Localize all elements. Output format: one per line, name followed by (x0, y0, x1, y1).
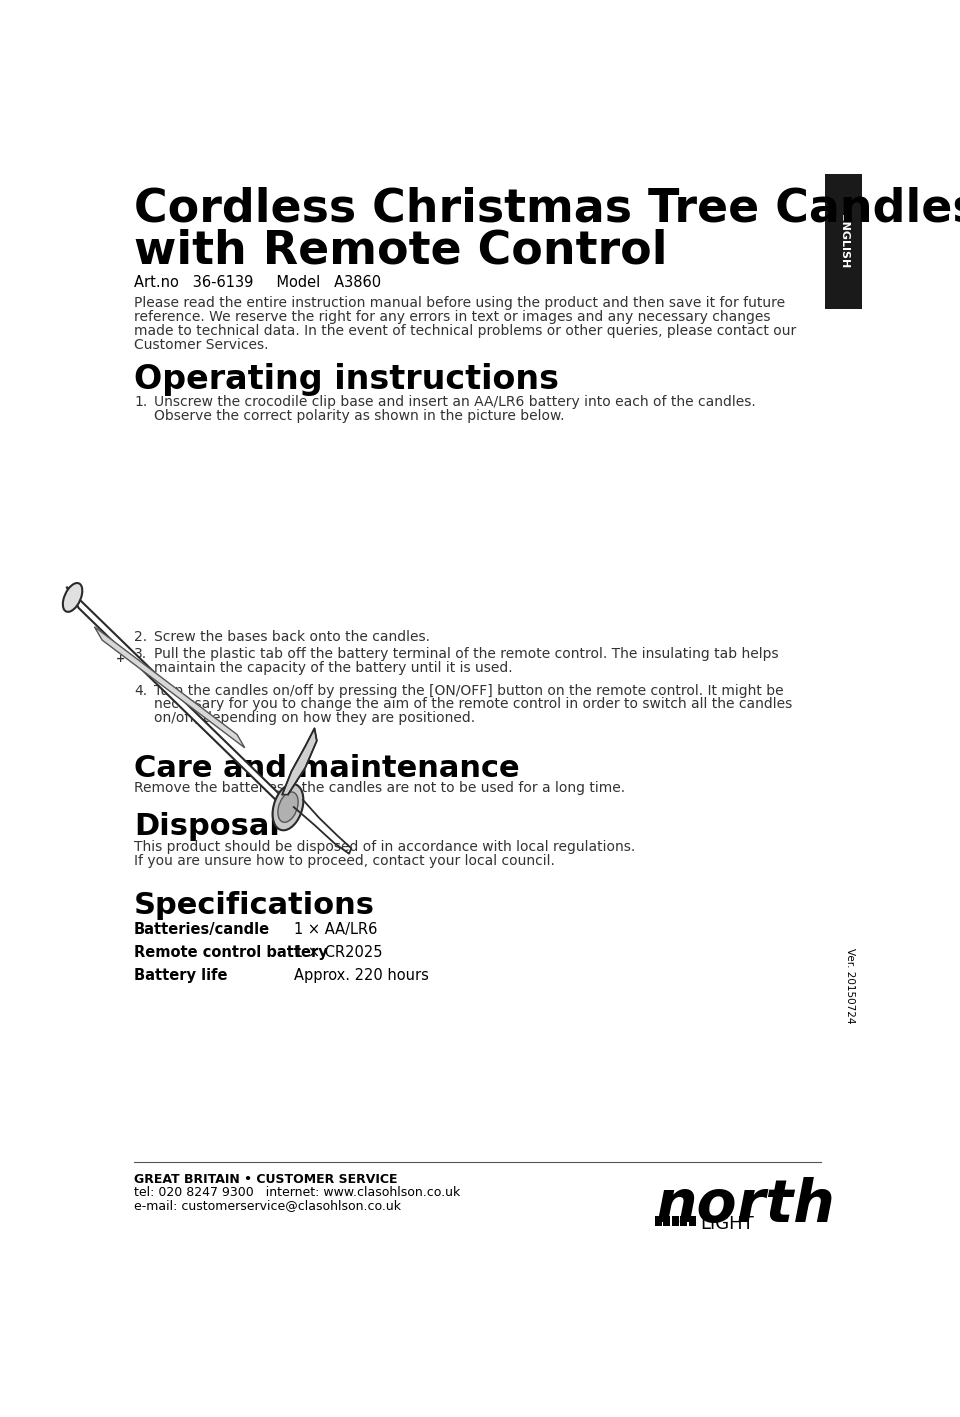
Bar (655, 1216, 661, 1226)
Text: tel: 020 8247 9300   internet: www.clasohlson.co.uk: tel: 020 8247 9300 internet: www.clasohl… (134, 1186, 460, 1199)
Text: necessary for you to change the aim of the remote control in order to switch all: necessary for you to change the aim of t… (155, 697, 792, 711)
Text: 1 × AA/LR6: 1 × AA/LR6 (295, 921, 377, 937)
Text: 2.: 2. (134, 629, 147, 643)
Ellipse shape (273, 784, 303, 830)
Text: north: north (655, 1178, 834, 1234)
Text: Remove the batteries if the candles are not to be used for a long time.: Remove the batteries if the candles are … (134, 781, 625, 795)
Bar (826, 174, 862, 309)
Text: 1 × CR2025: 1 × CR2025 (295, 945, 383, 959)
Text: reference. We reserve the right for any errors in text or images and any necessa: reference. We reserve the right for any … (134, 310, 771, 324)
Text: Unscrew the crocodile clip base and insert an AA/LR6 battery into each of the ca: Unscrew the crocodile clip base and inse… (155, 395, 756, 410)
Text: Disposal: Disposal (134, 812, 279, 842)
Bar (663, 1216, 670, 1226)
Text: Remote control battery: Remote control battery (134, 945, 327, 959)
Text: If you are unsure how to proceed, contact your local council.: If you are unsure how to proceed, contac… (134, 854, 555, 867)
Ellipse shape (62, 582, 83, 612)
Text: Observe the correct polarity as shown in the picture below.: Observe the correct polarity as shown in… (155, 408, 564, 422)
Text: maintain the capacity of the battery until it is used.: maintain the capacity of the battery unt… (155, 660, 513, 674)
Text: Screw the bases back onto the candles.: Screw the bases back onto the candles. (155, 629, 430, 643)
Text: Turn the candles on/off by pressing the [ON/OFF] button on the remote control. I: Turn the candles on/off by pressing the … (155, 683, 783, 697)
Text: Customer Services.: Customer Services. (134, 337, 269, 351)
Text: Pull the plastic tab off the battery terminal of the remote control. The insulat: Pull the plastic tab off the battery ter… (155, 646, 779, 660)
Text: Care and maintenance: Care and maintenance (134, 754, 519, 782)
Polygon shape (94, 626, 245, 748)
Text: LIGHT: LIGHT (701, 1214, 755, 1233)
Polygon shape (282, 728, 317, 795)
Text: Specifications: Specifications (134, 891, 375, 920)
Text: Operating instructions: Operating instructions (134, 363, 559, 395)
Text: with Remote Control: with Remote Control (134, 228, 667, 273)
Text: on/off, depending on how they are positioned.: on/off, depending on how they are positi… (155, 711, 475, 726)
Text: Art.no   36-6139     Model   A3860: Art.no 36-6139 Model A3860 (134, 275, 381, 289)
Bar (672, 1216, 679, 1226)
Polygon shape (66, 587, 294, 818)
Ellipse shape (277, 792, 299, 822)
Text: 1.: 1. (134, 395, 147, 410)
Text: made to technical data. In the event of technical problems or other queries, ple: made to technical data. In the event of … (134, 324, 796, 339)
Text: Approx. 220 hours: Approx. 220 hours (295, 968, 429, 983)
Text: Ver. 20150724: Ver. 20150724 (845, 948, 855, 1024)
Text: +: + (116, 653, 125, 663)
Text: Battery life: Battery life (134, 968, 228, 983)
Text: Please read the entire instruction manual before using the product and then save: Please read the entire instruction manua… (134, 296, 785, 310)
Text: GREAT BRITAIN • CUSTOMER SERVICE: GREAT BRITAIN • CUSTOMER SERVICE (134, 1173, 397, 1186)
Text: 4.: 4. (134, 683, 147, 697)
Text: Batteries/candle: Batteries/candle (134, 921, 270, 937)
Bar (681, 1216, 687, 1226)
Bar (689, 1216, 696, 1226)
Text: 3.: 3. (134, 646, 147, 660)
Text: ENGLISH: ENGLISH (839, 214, 849, 268)
Text: e-mail: customerservice@clasohlson.co.uk: e-mail: customerservice@clasohlson.co.uk (134, 1199, 401, 1212)
Text: This product should be disposed of in accordance with local regulations.: This product should be disposed of in ac… (134, 840, 636, 854)
Text: Cordless Christmas Tree Candles: Cordless Christmas Tree Candles (134, 187, 960, 232)
